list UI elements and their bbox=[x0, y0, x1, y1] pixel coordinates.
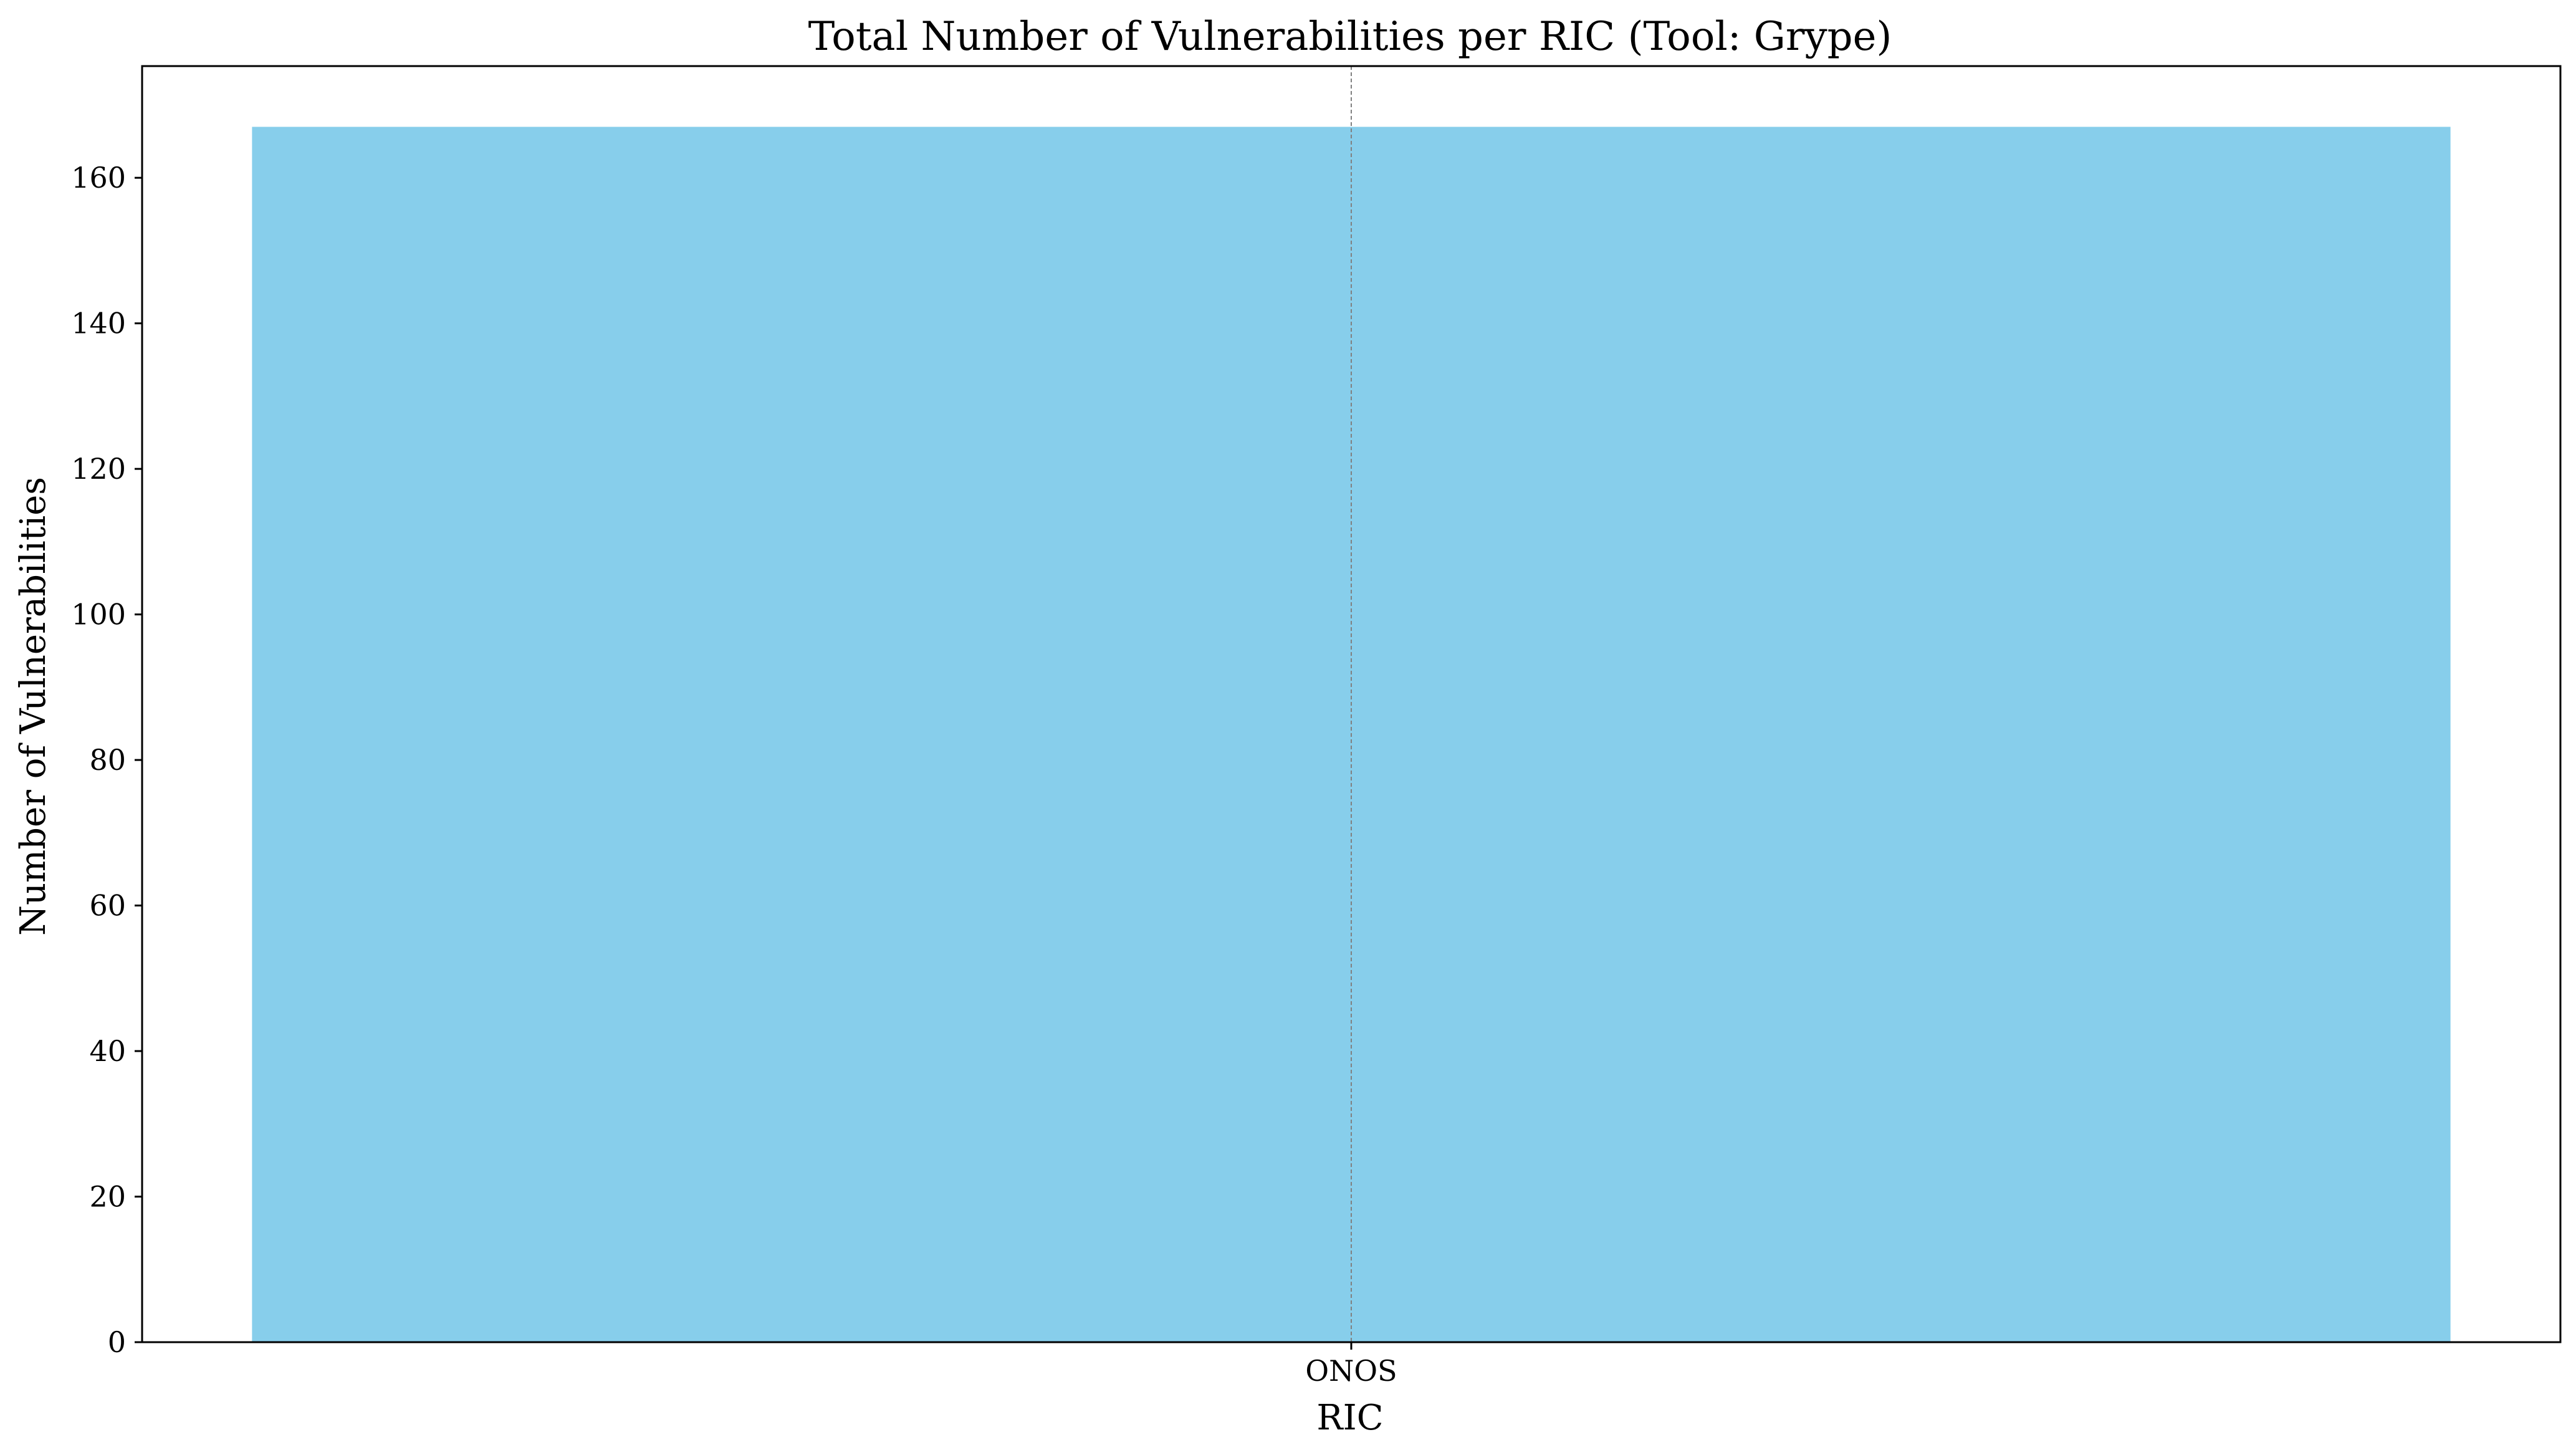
y-tick-label: 100 bbox=[71, 598, 126, 631]
chart-title: Total Number of Vulnerabilities per RIC … bbox=[808, 14, 1892, 60]
x-axis: ONOS bbox=[1305, 1342, 1397, 1388]
y-tick-label: 0 bbox=[108, 1325, 126, 1359]
y-tick-label: 160 bbox=[71, 161, 126, 194]
x-tick-label: ONOS bbox=[1305, 1354, 1397, 1388]
y-axis-label: Number of Vulnerabilities bbox=[13, 477, 54, 936]
y-axis: 0 20 40 60 80 100 120 140 160 bbox=[71, 161, 142, 1359]
y-tick-label: 120 bbox=[71, 452, 126, 486]
x-axis-label: RIC bbox=[1316, 1398, 1383, 1438]
y-tick-label: 80 bbox=[89, 743, 126, 777]
y-tick-label: 60 bbox=[89, 889, 126, 923]
y-tick-label: 140 bbox=[71, 307, 126, 340]
y-tick-label: 40 bbox=[89, 1034, 126, 1068]
y-tick-label: 20 bbox=[89, 1180, 126, 1214]
